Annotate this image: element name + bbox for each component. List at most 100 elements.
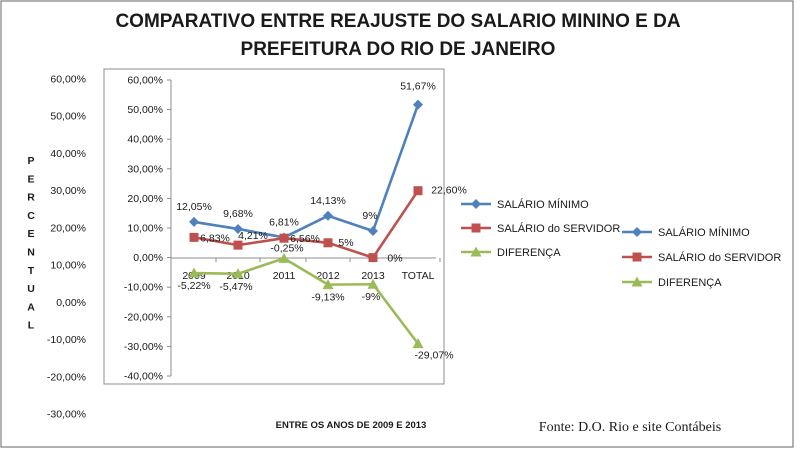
outer-y-tick-label: 30,00% <box>50 185 86 197</box>
y-axis-label-letter: C <box>27 210 35 222</box>
x-tick-label-2013: 2013 <box>361 270 385 282</box>
data-label-diferenca-2013: -9% <box>362 291 381 303</box>
legend-inner: SALÁRIO MÍNIMO SALÁRIO do SERVIDOR DIFEREN… <box>461 198 620 259</box>
marker-salario-do-servidor-2011 <box>279 233 289 243</box>
outer-y-tick-label: -30,00% <box>47 409 86 421</box>
legend-outer-label-salario-do-servidor: SALÁRIO do SERVIDOR <box>658 251 781 264</box>
marker-salario-do-servidor-2012 <box>323 238 333 248</box>
x-tick-label-total: TOTAL <box>402 270 435 282</box>
outer-y-tick-label: 0,00% <box>56 297 86 309</box>
legend-inner-label-salario-do-servidor: SALÁRIO do SERVIDOR <box>497 222 620 235</box>
data-label-salario-do-servidor-2013: 0% <box>387 253 402 265</box>
data-label-salario-minimo-2011: 6,81% <box>269 216 299 228</box>
source-note: Fonte: D.O. Rio e site Contábeis <box>539 420 721 435</box>
y-tick-label: 50,00% <box>127 104 163 116</box>
y-axis-label-letter: N <box>27 247 35 259</box>
marker-salario-do-servidor-2013 <box>368 253 378 263</box>
data-label-diferenca-total: -29,07% <box>414 350 453 362</box>
series-lines <box>193 104 420 345</box>
outer-y-tick-label: 60,00% <box>50 74 86 86</box>
x-tick-label-2012: 2012 <box>316 270 340 282</box>
data-label-salario-do-servidor-2011: 6,56% <box>290 233 320 245</box>
y-tick-label: -10,00% <box>124 282 163 294</box>
marker-salario-do-servidor-total <box>413 186 423 196</box>
outer-y-axis-ticks: 60,00% 50,00% 40,00% 30,00% 20,00% 10,00% 0,00… <box>47 74 86 421</box>
marker-diferenca-total <box>412 338 424 349</box>
series-markers <box>188 99 424 349</box>
outer-y-tick-label: -10,00% <box>47 334 86 346</box>
data-label-salario-minimo-2013: 9% <box>362 210 377 222</box>
y-axis-label-letter: U <box>27 283 35 295</box>
chart-title-line-1: COMPARATIVO ENTRE REAJUSTE DO SALARIO MI… <box>115 11 680 32</box>
inner-chart-frame <box>103 68 445 385</box>
data-label-salario-minimo-2010: 9,68% <box>223 208 253 220</box>
legend-outer-marker-diferenca <box>631 276 643 287</box>
legend-inner-label-salario-minimo: SALÁRIO MÍNIMO <box>497 198 589 211</box>
y-tick-label: 40,00% <box>127 134 163 146</box>
marker-diferenca-2011 <box>278 252 290 263</box>
legend-inner-label-diferenca: DIFERENÇA <box>497 247 561 259</box>
data-label-salario-minimo-2009: 12,05% <box>176 201 212 213</box>
marker-salario-minimo-total <box>413 99 423 110</box>
outer-y-tick-label: 40,00% <box>50 148 86 160</box>
outer-y-tick-label: 10,00% <box>50 260 86 272</box>
legend-inner-marker-salario-do-servidor <box>471 223 481 233</box>
series-line-salario-minimo <box>193 104 420 239</box>
legend-outer-label-salario-minimo: SALÁRIO MÍNIMO <box>658 226 750 239</box>
data-label-diferenca-2010: -5,47% <box>219 281 252 293</box>
marker-salario-do-servidor-2009 <box>189 232 199 242</box>
y-axis-label-letter: E <box>27 228 34 240</box>
data-label-salario-minimo-2012: 14,13% <box>310 195 346 207</box>
data-label-salario-do-servidor-total: 22,60% <box>431 185 467 197</box>
marker-diferenca-2009 <box>188 267 200 278</box>
marker-diferenca-2012 <box>322 279 334 290</box>
y-tick-label: -20,00% <box>124 311 163 323</box>
legend-outer-marker-salario-minimo <box>632 227 642 237</box>
y-axis-label-letter: P <box>27 155 34 167</box>
y-tick-label: 30,00% <box>127 163 163 175</box>
outer-y-tick-label: -20,00% <box>47 371 86 383</box>
data-label-salario-do-servidor-2010: 4,21% <box>238 230 268 242</box>
data-label-diferenca-2009: -5,22% <box>177 280 210 292</box>
series-line-salario-do-servidor <box>193 189 420 259</box>
y-axis-label-letter: A <box>27 301 35 313</box>
marker-salario-minimo-2010 <box>233 223 243 234</box>
y-axis-label-letter: E <box>27 173 34 185</box>
marker-salario-minimo-2013 <box>368 225 378 236</box>
data-label-salario-minimo-total: 51,67% <box>400 81 436 93</box>
y-axis-label-letter: R <box>27 192 35 204</box>
data-label-diferenca-2011: -0,25% <box>270 242 303 254</box>
data-label-salario-do-servidor-2012: 5% <box>338 237 353 249</box>
x-axis-label: ENTRE OS ANOS DE 2009 E 2013 <box>276 420 427 431</box>
data-labels: 12,05% 9,68% 6,81% 14,13% 9% 51,67% 6,83% 4,21%… <box>176 81 467 362</box>
legend-inner-marker-salario-minimo <box>471 199 481 209</box>
x-tick-label-2011: 2011 <box>273 270 296 282</box>
y-tick-label: -40,00% <box>124 371 163 383</box>
data-label-salario-do-servidor-2009: 6,83% <box>200 232 230 244</box>
y-tick-label: 10,00% <box>127 223 163 235</box>
inner-y-axis-ticks: 60,00% 50,00% 40,00% 30,00% 20,00% 10,00% 0,00… <box>124 75 171 383</box>
y-axis-label-letter: L <box>28 320 35 332</box>
marker-salario-minimo-2012 <box>323 210 333 221</box>
legend-outer-label-diferenca: DIFERENÇA <box>658 277 722 289</box>
y-tick-label: 20,00% <box>127 193 163 205</box>
marker-salario-do-servidor-2010 <box>233 240 243 250</box>
chart-title-line-2: PREFEITURA DO RIO DE JANEIRO <box>241 39 556 60</box>
marker-salario-minimo-2009 <box>189 216 199 227</box>
outer-y-tick-label: 50,00% <box>50 111 86 123</box>
marker-diferenca-2010 <box>232 268 244 279</box>
y-tick-label: -30,00% <box>124 341 163 353</box>
y-tick-label: 0,00% <box>133 252 163 264</box>
marker-diferenca-2013 <box>367 278 379 289</box>
legend-outer: SALÁRIO MÍNIMO SALÁRIO do SERVIDOR DIFEREN… <box>622 226 781 289</box>
legend-outer-marker-salario-do-servidor <box>632 252 642 262</box>
data-label-diferenca-2012: -9,13% <box>311 292 344 304</box>
y-tick-label: 60,00% <box>127 75 163 87</box>
outer-y-tick-label: 20,00% <box>50 222 86 234</box>
y-axis-label-letter: T <box>28 265 35 277</box>
series-line-diferenca <box>193 257 420 345</box>
legend-inner-marker-diferenca <box>470 246 482 257</box>
